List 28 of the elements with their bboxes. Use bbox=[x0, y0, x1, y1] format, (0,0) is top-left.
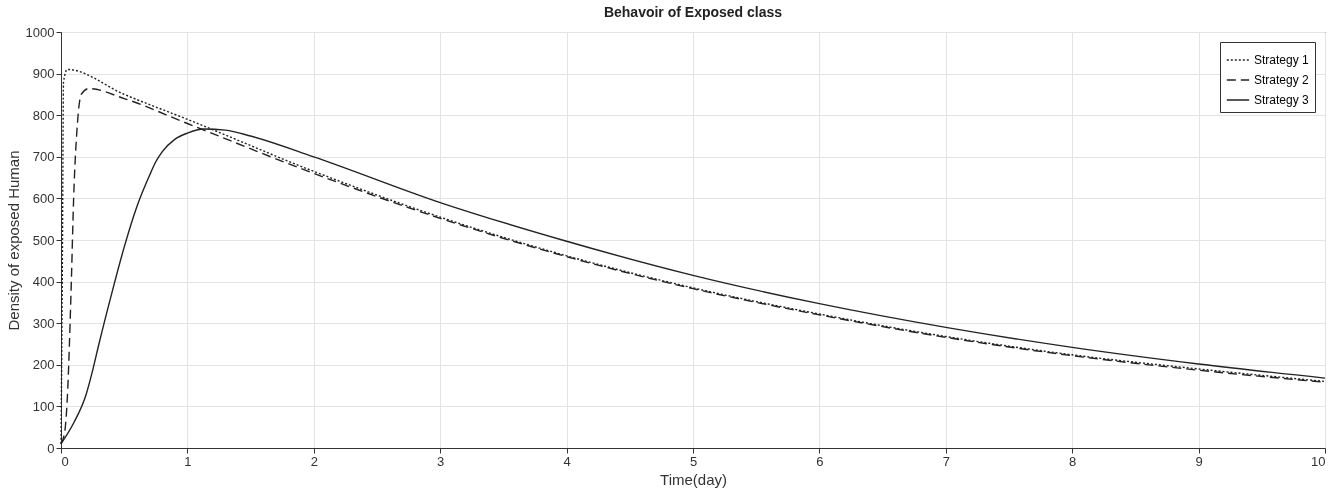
x-tick-label: 7 bbox=[942, 453, 950, 469]
x-tick-label: 1 bbox=[184, 453, 192, 469]
y-tick-label: 0 bbox=[47, 440, 55, 456]
x-tick-label: 4 bbox=[563, 453, 571, 469]
x-tick-label: 6 bbox=[816, 453, 824, 469]
y-tick-label: 600 bbox=[32, 190, 55, 206]
x-tick-label: 10 bbox=[1311, 453, 1326, 469]
x-tick-label: 9 bbox=[1195, 453, 1203, 469]
y-tick-label: 400 bbox=[32, 274, 55, 290]
x-tick-label: 2 bbox=[310, 453, 318, 469]
legend-label: Strategy 1 bbox=[1254, 53, 1310, 67]
x-axis-title: Time(day) bbox=[660, 470, 727, 488]
y-tick-label: 100 bbox=[32, 398, 55, 414]
y-tick-label: 700 bbox=[32, 149, 55, 165]
x-tick-label: 0 bbox=[61, 453, 69, 469]
y-tick-label: 300 bbox=[32, 315, 55, 331]
y-tick-label: 1000 bbox=[25, 24, 55, 40]
y-axis-title: Density of exposed Human bbox=[4, 150, 22, 331]
y-tick-label: 800 bbox=[32, 107, 55, 123]
x-tick-label: 3 bbox=[437, 453, 445, 469]
y-tick-label: 500 bbox=[32, 232, 55, 248]
legend-label: Strategy 3 bbox=[1254, 93, 1310, 107]
y-tick-label: 200 bbox=[32, 357, 55, 373]
x-tick-label: 8 bbox=[1069, 453, 1077, 469]
chart-title: Behavoir of Exposed class bbox=[603, 4, 783, 20]
y-tick-label: 900 bbox=[32, 66, 55, 82]
x-tick-label: 5 bbox=[689, 453, 698, 469]
legend-label: Strategy 2 bbox=[1254, 73, 1310, 87]
